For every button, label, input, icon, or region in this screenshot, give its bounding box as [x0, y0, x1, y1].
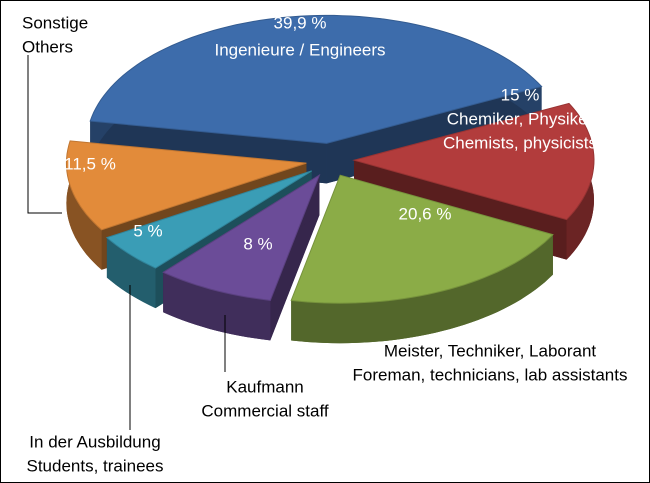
slice-side	[291, 234, 553, 344]
category-label: Commercial staff	[201, 401, 328, 420]
value-label: 11,5 %	[64, 154, 116, 173]
category-label: In der Ausbildung	[29, 432, 160, 451]
category-label: Chemiker, Physiker	[447, 109, 594, 128]
category-label: Chemists, physicists	[443, 133, 597, 152]
slice	[290, 174, 554, 304]
category-label: Foreman, technicians, lab assistants	[353, 365, 628, 384]
slice-side	[163, 272, 271, 341]
category-label: Sonstige	[22, 13, 88, 32]
slice	[352, 102, 595, 221]
value-label: 20,6 %	[399, 204, 452, 223]
category-label: Kaufmann	[226, 377, 304, 396]
value-label: 15 %	[501, 85, 540, 104]
slice-side	[106, 237, 156, 309]
slice-side	[66, 140, 102, 270]
value-label: 8 %	[243, 234, 272, 253]
category-label: Others	[22, 37, 73, 56]
category-label: Meister, Techniker, Laborant	[384, 341, 597, 360]
leader-line	[27, 55, 62, 214]
labels: 39,9 % Ingenieure / Engineers 15 % Chemiker…	[22, 13, 627, 475]
slice	[105, 170, 312, 269]
slice	[162, 173, 321, 301]
value-label: 39,9 %	[274, 13, 327, 32]
category-label: Ingenieure / Engineers	[214, 40, 385, 59]
pie	[65, 14, 595, 344]
value-label: 5 %	[133, 221, 162, 240]
category-label: Students, trainees	[26, 456, 163, 475]
slice	[65, 140, 307, 231]
slice	[89, 14, 543, 144]
